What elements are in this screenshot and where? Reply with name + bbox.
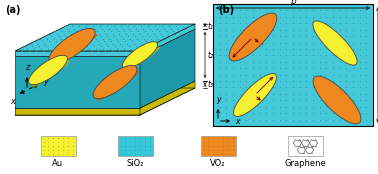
Text: (a): (a) — [5, 5, 20, 15]
Text: Graphene: Graphene — [284, 159, 326, 168]
Text: r₁: r₁ — [266, 83, 272, 89]
Text: Au: Au — [53, 159, 64, 168]
Bar — [213, 4, 373, 126]
Ellipse shape — [49, 28, 95, 64]
Text: x: x — [10, 97, 15, 106]
Text: r₁: r₁ — [236, 44, 242, 50]
Ellipse shape — [229, 13, 277, 61]
Ellipse shape — [93, 65, 137, 99]
Text: r₂: r₂ — [252, 93, 258, 99]
Polygon shape — [15, 56, 140, 108]
Text: r₂: r₂ — [258, 40, 264, 46]
Text: p: p — [290, 0, 296, 6]
Ellipse shape — [53, 34, 98, 66]
Text: t₃: t₃ — [208, 80, 214, 89]
Ellipse shape — [234, 74, 276, 116]
Bar — [288, 136, 322, 156]
Bar — [118, 136, 152, 156]
Text: x: x — [235, 117, 240, 125]
Polygon shape — [15, 24, 195, 51]
Text: (b): (b) — [218, 5, 234, 15]
Text: y: y — [43, 77, 48, 86]
Polygon shape — [15, 81, 195, 108]
Ellipse shape — [97, 71, 139, 101]
Ellipse shape — [32, 61, 70, 87]
Text: z: z — [25, 63, 29, 72]
Polygon shape — [15, 108, 140, 115]
Polygon shape — [140, 81, 195, 115]
Text: t₂: t₂ — [208, 50, 214, 60]
Bar — [200, 136, 235, 156]
Bar — [40, 136, 76, 156]
Ellipse shape — [313, 21, 357, 65]
Ellipse shape — [29, 55, 67, 85]
Text: VO₂: VO₂ — [210, 159, 226, 168]
Text: SiO₂: SiO₂ — [126, 159, 144, 168]
Text: t₁: t₁ — [208, 22, 214, 31]
Ellipse shape — [126, 47, 160, 71]
Ellipse shape — [313, 76, 361, 124]
Polygon shape — [140, 24, 195, 56]
Polygon shape — [140, 29, 195, 108]
Ellipse shape — [122, 42, 158, 68]
Text: y: y — [216, 95, 220, 104]
Polygon shape — [15, 51, 140, 56]
